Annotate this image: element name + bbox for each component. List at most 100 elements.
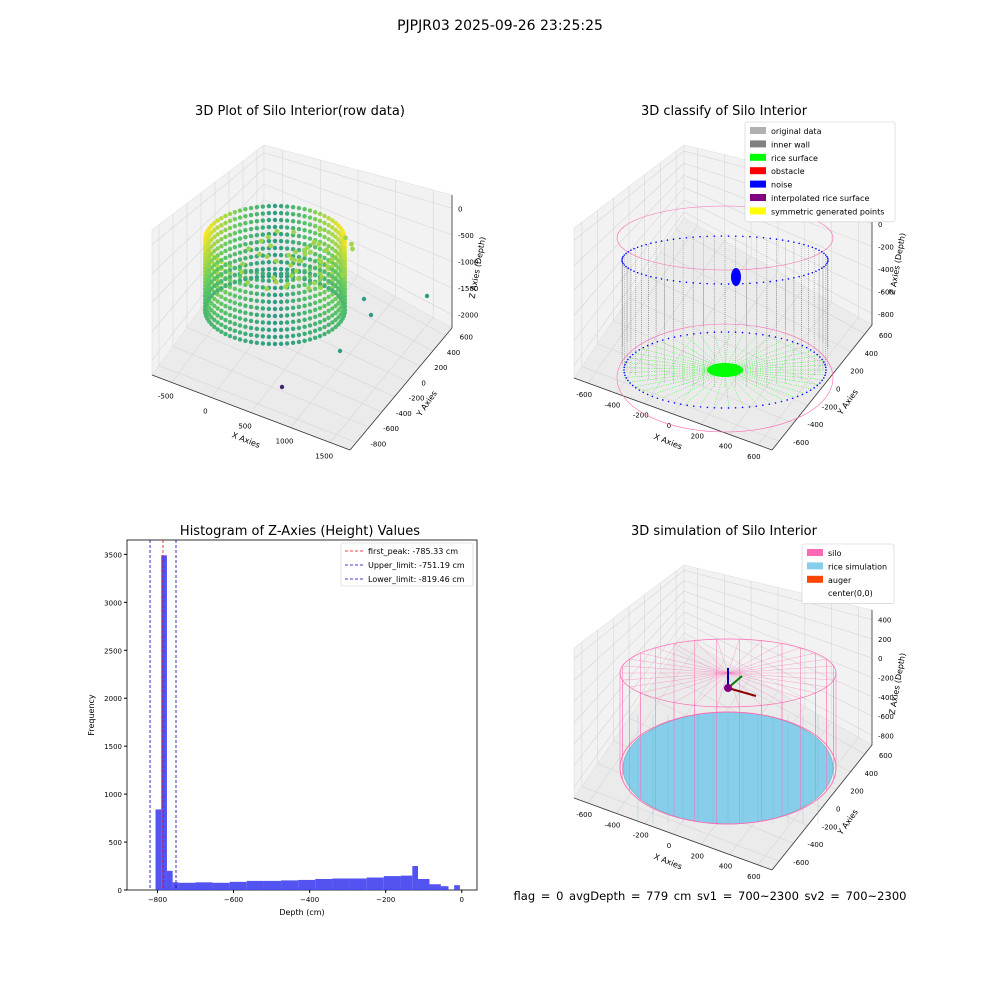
noise-point — [824, 364, 826, 366]
y-tick-label: -400 — [807, 841, 823, 849]
noise-point — [657, 341, 659, 343]
x-tick-label: -400 — [604, 821, 620, 829]
noise-point — [707, 332, 709, 334]
noise-point — [680, 335, 682, 337]
noise-point — [810, 349, 812, 351]
raw-point — [215, 218, 219, 222]
raw-point — [257, 252, 262, 257]
raw-point — [238, 243, 242, 247]
raw-point — [255, 219, 259, 223]
noise-point — [692, 282, 694, 284]
raw-point — [273, 218, 277, 222]
raw-point — [249, 255, 253, 259]
raw-point — [261, 299, 265, 303]
raw-point — [290, 257, 295, 262]
raw-point — [308, 337, 312, 341]
raw-point — [273, 225, 277, 229]
noise-point — [686, 404, 688, 406]
raw-point — [297, 305, 301, 309]
noise-point — [749, 236, 751, 238]
raw-point — [319, 274, 324, 279]
raw-point — [340, 273, 345, 278]
raw-point — [279, 342, 283, 346]
x-tick-label: 500 — [238, 423, 251, 431]
raw-point — [267, 218, 271, 222]
noise-point — [635, 387, 637, 389]
raw-point — [279, 218, 283, 222]
raw-point — [219, 323, 223, 327]
z-tick-label: 400 — [878, 617, 891, 625]
noise-point — [686, 237, 688, 239]
y-tick-label: 3500 — [104, 551, 122, 559]
raw-point — [255, 275, 259, 279]
raw-point — [261, 313, 265, 317]
noise-point — [742, 236, 744, 238]
raw-point — [249, 220, 253, 224]
x-axis-label: X Axies — [653, 432, 684, 451]
y-tick-label: 600 — [879, 752, 892, 760]
noise-point — [642, 347, 644, 349]
raw-point — [313, 224, 317, 228]
y-tick-label: -600 — [793, 859, 809, 867]
noise-point — [629, 382, 631, 384]
raw-point — [243, 207, 247, 211]
raw-point — [261, 267, 265, 271]
raw-point — [326, 216, 330, 220]
raw-point — [308, 215, 312, 219]
raw-point — [233, 217, 237, 221]
raw-point — [267, 239, 271, 243]
raw-point — [343, 291, 347, 295]
noise-point — [632, 354, 634, 356]
noise-point — [721, 283, 723, 285]
noise-point — [674, 402, 676, 404]
raw-point — [343, 256, 347, 260]
raw-point — [255, 306, 259, 310]
noise-point — [742, 283, 744, 285]
raw-point — [223, 242, 227, 246]
noise-point — [713, 235, 715, 237]
raw-point — [313, 210, 317, 214]
noise-point — [802, 394, 804, 396]
raw-point — [255, 268, 259, 272]
noise-point — [827, 261, 829, 263]
raw-point — [273, 253, 277, 257]
raw-point — [255, 247, 259, 251]
raw-point — [249, 213, 253, 217]
z-axis-label: Z Axies (Depth) — [888, 232, 908, 295]
y-tick-label: 400 — [447, 349, 460, 357]
raw-point — [273, 204, 277, 208]
raw-point — [228, 306, 232, 310]
legend-swatch — [750, 154, 766, 161]
raw-point — [243, 297, 247, 301]
raw-point — [215, 239, 219, 243]
noise-point — [706, 236, 708, 238]
y-tick-label: 400 — [865, 350, 878, 358]
raw-point — [219, 251, 223, 255]
raw-point — [326, 323, 330, 327]
raw-point — [223, 290, 227, 294]
noise-point — [667, 279, 669, 281]
noise-point — [633, 248, 635, 250]
raw-point — [297, 340, 301, 344]
noise-point — [756, 236, 758, 238]
raw-point — [265, 254, 270, 259]
noise-point — [825, 369, 827, 371]
raw-point — [291, 205, 295, 209]
raw-point — [215, 232, 219, 236]
noise-point — [824, 374, 826, 376]
raw-point — [233, 210, 237, 214]
raw-point — [308, 222, 312, 226]
histogram-bar — [332, 878, 349, 890]
raw-point — [233, 245, 237, 249]
raw-point — [228, 233, 232, 237]
raw-point — [330, 313, 334, 317]
z-tick-label: -800 — [878, 311, 894, 319]
legend-swatch — [807, 576, 823, 583]
raw-point — [322, 221, 326, 225]
raw-point — [249, 227, 253, 231]
noise-point — [782, 239, 784, 241]
raw-point — [302, 283, 306, 287]
raw-point — [291, 240, 295, 244]
z-axis-label: Z Axies (Depth) — [468, 236, 488, 299]
x-tick-label: −200 — [376, 896, 395, 904]
